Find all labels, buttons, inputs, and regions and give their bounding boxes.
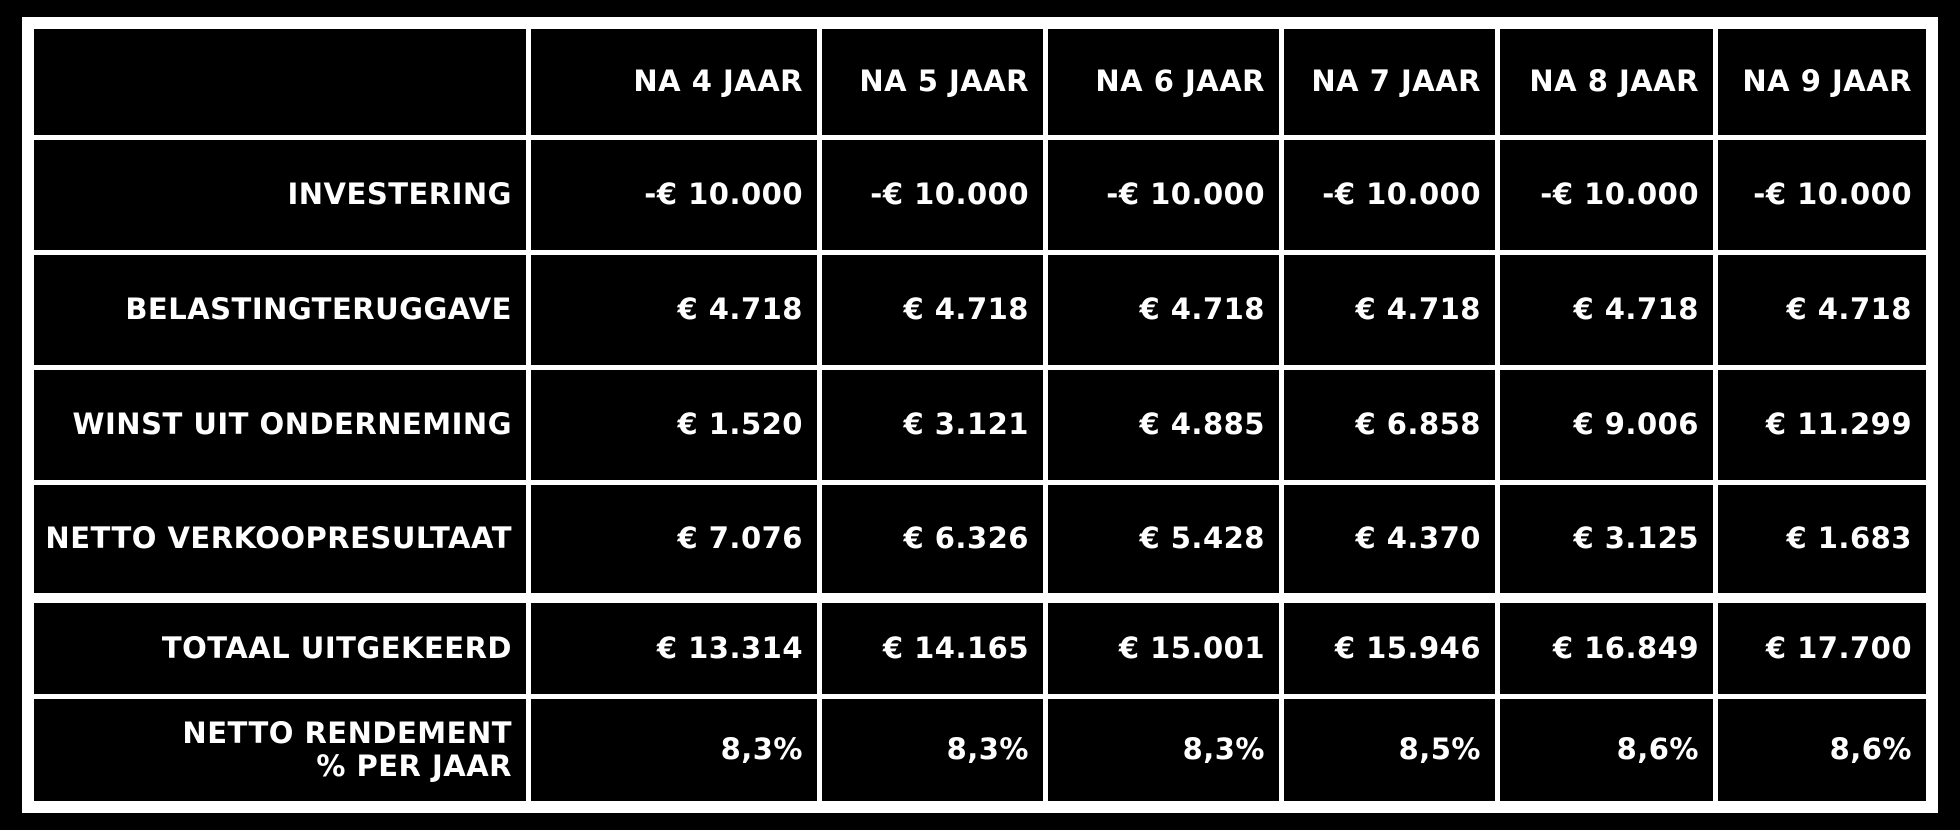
- row-label: TOTAAL UITGEKEERD: [34, 603, 526, 694]
- table-cell: € 4.718: [1500, 255, 1713, 365]
- table: NA 4 JAAR NA 5 JAAR NA 6 JAAR NA 7 JAAR NA 8…: [22, 17, 1938, 813]
- table-cell: € 4.718: [1718, 255, 1926, 365]
- row-label: NETTO VERKOOPRESULTAAT: [34, 485, 526, 593]
- table-cell: -€ 10.000: [1718, 140, 1926, 250]
- table-cell: € 1.520: [531, 370, 817, 480]
- column-header: NA 8 JAAR: [1500, 29, 1713, 135]
- table-cell: -€ 10.000: [531, 140, 817, 250]
- table-cell: € 4.718: [822, 255, 1043, 365]
- table-cell: 8,3%: [1048, 699, 1279, 801]
- table-cell: € 14.165: [822, 603, 1043, 694]
- column-header: NA 6 JAAR: [1048, 29, 1279, 135]
- column-header: NA 5 JAAR: [822, 29, 1043, 135]
- table-cell: € 4.718: [1048, 255, 1279, 365]
- row-label: WINST UIT ONDERNEMING: [34, 370, 526, 480]
- table-cell: € 11.299: [1718, 370, 1926, 480]
- table-cell: 8,3%: [822, 699, 1043, 801]
- column-header: NA 9 JAAR: [1718, 29, 1926, 135]
- table-cell: -€ 10.000: [822, 140, 1043, 250]
- table-cell: € 3.121: [822, 370, 1043, 480]
- table-cell: 8,3%: [531, 699, 817, 801]
- table-cell: € 4.718: [1284, 255, 1495, 365]
- table-cell: 8,5%: [1284, 699, 1495, 801]
- table-cell: € 4.718: [531, 255, 817, 365]
- table-cell: € 6.858: [1284, 370, 1495, 480]
- row-label: INVESTERING: [34, 140, 526, 250]
- row-label: BELASTINGTERUGGAVE: [34, 255, 526, 365]
- column-header: NA 4 JAAR: [531, 29, 817, 135]
- table-cell: € 9.006: [1500, 370, 1713, 480]
- table-cell: € 6.326: [822, 485, 1043, 593]
- table-cell: 8,6%: [1500, 699, 1713, 801]
- table-cell: € 15.001: [1048, 603, 1279, 694]
- table-cell: 8,6%: [1718, 699, 1926, 801]
- table-cell: € 3.125: [1500, 485, 1713, 593]
- corner-cell: [34, 29, 526, 135]
- table-cell: € 4.885: [1048, 370, 1279, 480]
- table-cell: -€ 10.000: [1500, 140, 1713, 250]
- table-cell: € 15.946: [1284, 603, 1495, 694]
- table-cell: -€ 10.000: [1284, 140, 1495, 250]
- column-header: NA 7 JAAR: [1284, 29, 1495, 135]
- row-label: NETTO RENDEMENT % PER JAAR: [34, 699, 526, 801]
- table-cell: -€ 10.000: [1048, 140, 1279, 250]
- table-cell: € 5.428: [1048, 485, 1279, 593]
- table-cell: € 17.700: [1718, 603, 1926, 694]
- table-cell: € 16.849: [1500, 603, 1713, 694]
- table-cell: € 13.314: [531, 603, 817, 694]
- table-cell: € 4.370: [1284, 485, 1495, 593]
- table-cell: € 1.683: [1718, 485, 1926, 593]
- table-cell: € 7.076: [531, 485, 817, 593]
